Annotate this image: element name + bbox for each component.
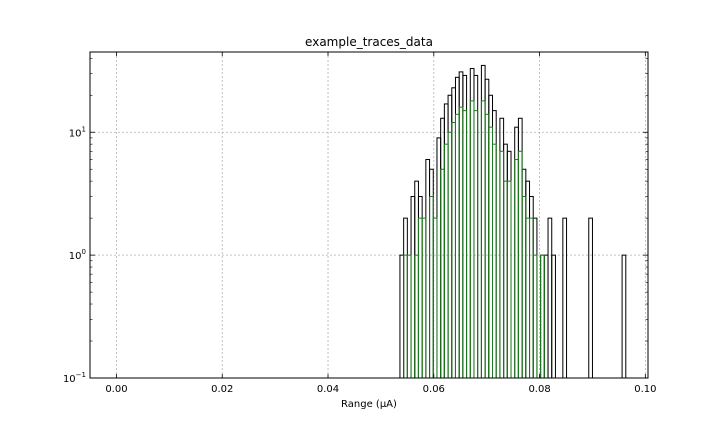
x-tick-label: 0.00 [105, 384, 127, 395]
y-tick-label-base: 10 [63, 374, 76, 385]
y-tick-label: 100 [69, 248, 86, 262]
x-tick-label: 0.02 [211, 384, 233, 395]
x-tick-label: 0.04 [317, 384, 339, 395]
x-tick-label: 0.06 [423, 384, 445, 395]
chart-title: example_traces_data [305, 35, 433, 49]
plot-area-frame [89, 51, 649, 379]
y-tick-label-exponent: −1 [76, 371, 86, 379]
x-tick-label: 0.08 [528, 384, 550, 395]
y-tick-label-exponent: 1 [82, 125, 86, 133]
y-tick-label-exponent: 0 [82, 248, 86, 256]
y-tick-label: 101 [69, 125, 86, 139]
y-tick-label-base: 10 [69, 251, 82, 262]
y-tick-label: 10−1 [63, 371, 86, 385]
x-tick-label: 0.10 [634, 384, 656, 395]
x-axis-label: Range (μA) [341, 399, 397, 410]
y-tick-label-base: 10 [69, 128, 82, 139]
